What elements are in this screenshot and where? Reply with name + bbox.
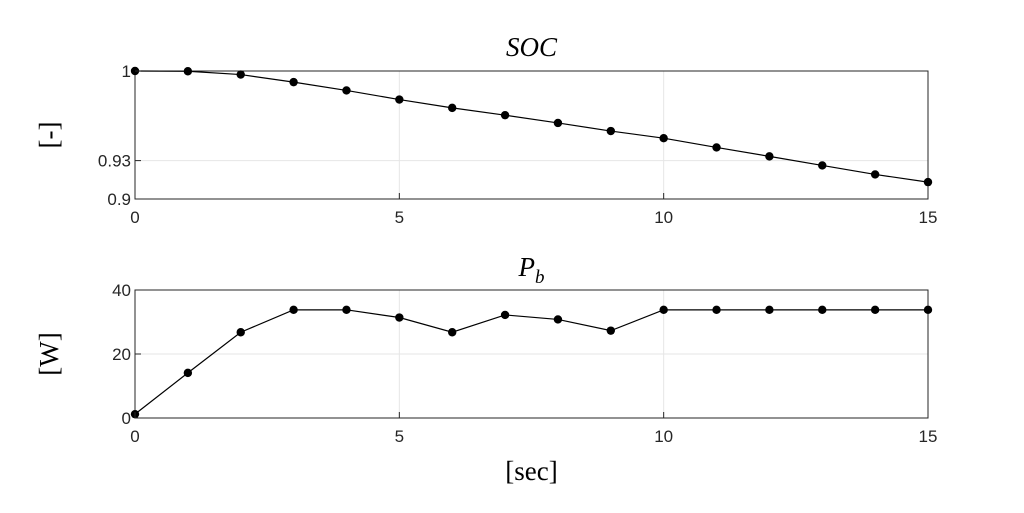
pb-data-point bbox=[289, 305, 298, 315]
soc-ytick-label: 0.9 bbox=[107, 190, 131, 209]
pb-data-point bbox=[553, 315, 563, 324]
pb-title: Pb bbox=[518, 252, 545, 288]
pb-data-point bbox=[923, 305, 933, 315]
soc-ylabel: [-] bbox=[34, 122, 64, 149]
soc-axes-box bbox=[134, 70, 929, 200]
soc-plot: 0 5 10 15 0.9 0.93 1 SOC [-] bbox=[34, 32, 937, 227]
pb-plot: 0 5 10 15 0 20 40 Pb [W] [sec] bbox=[34, 252, 937, 486]
pb-xtick-label: 10 bbox=[654, 427, 673, 446]
soc-data-point bbox=[818, 161, 827, 170]
soc-data-point bbox=[553, 118, 563, 128]
pb-data-point bbox=[870, 305, 880, 315]
pb-data-point bbox=[500, 310, 510, 320]
soc-data-point bbox=[500, 110, 510, 120]
soc-title: SOC bbox=[506, 32, 558, 62]
soc-data-point bbox=[870, 170, 880, 179]
soc-data-point bbox=[342, 86, 351, 95]
pb-data-point bbox=[818, 305, 827, 315]
soc-data-point bbox=[395, 95, 404, 104]
soc-xtick-label: 0 bbox=[130, 208, 139, 227]
pb-ylabel: [W] bbox=[34, 332, 64, 375]
soc-xtick-label: 5 bbox=[395, 208, 404, 227]
soc-data-point bbox=[712, 143, 721, 152]
pb-xtick-label: 15 bbox=[919, 427, 938, 446]
pb-title-text: P bbox=[518, 252, 536, 282]
soc-title-text: SOC bbox=[506, 32, 558, 62]
soc-data-point bbox=[448, 103, 457, 113]
soc-xtick-label: 15 bbox=[919, 208, 938, 227]
pb-title-subscript: b bbox=[535, 267, 545, 288]
pb-data-point bbox=[606, 326, 615, 335]
pb-data-point bbox=[659, 305, 668, 315]
pb-data-point bbox=[448, 328, 457, 337]
soc-data-point bbox=[659, 134, 668, 143]
pb-series-line bbox=[134, 309, 928, 415]
pb-data-point bbox=[712, 305, 721, 315]
pb-data-point bbox=[236, 328, 245, 337]
pb-data-point bbox=[183, 368, 193, 378]
soc-data-point bbox=[289, 77, 298, 87]
pb-ytick-label: 20 bbox=[112, 345, 131, 364]
pb-xlabel: [sec] bbox=[505, 456, 557, 486]
soc-ytick-label: 0.93 bbox=[98, 152, 131, 171]
pb-xtick-label: 5 bbox=[395, 427, 404, 446]
soc-data-point bbox=[606, 126, 615, 136]
pb-xtick-label: 0 bbox=[130, 427, 139, 446]
pb-ytick-label: 40 bbox=[112, 281, 131, 300]
soc-xtick-label: 10 bbox=[654, 208, 673, 227]
soc-data-point bbox=[183, 67, 193, 76]
soc-data-point bbox=[765, 152, 774, 161]
pb-data-point bbox=[765, 305, 774, 315]
pb-ytick-label: 0 bbox=[122, 409, 131, 428]
pb-data-point bbox=[342, 305, 351, 315]
pb-data-point bbox=[395, 313, 404, 322]
soc-data-point bbox=[236, 70, 245, 79]
soc-data-point bbox=[923, 177, 933, 187]
soc-series-line bbox=[134, 70, 929, 183]
soc-ytick-label: 1 bbox=[122, 62, 131, 81]
